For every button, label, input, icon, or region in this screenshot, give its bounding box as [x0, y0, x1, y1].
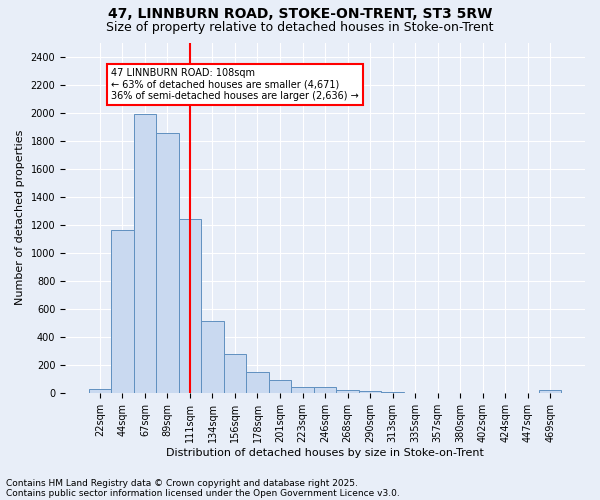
Bar: [381, 392, 404, 393]
Bar: [359, 390, 381, 393]
Bar: [246, 372, 269, 393]
Bar: [539, 390, 562, 393]
Bar: [291, 386, 314, 393]
Text: 47, LINNBURN ROAD, STOKE-ON-TRENT, ST3 5RW: 47, LINNBURN ROAD, STOKE-ON-TRENT, ST3 5…: [108, 8, 492, 22]
Bar: [314, 386, 336, 393]
Bar: [201, 320, 224, 393]
X-axis label: Distribution of detached houses by size in Stoke-on-Trent: Distribution of detached houses by size …: [166, 448, 484, 458]
Text: Contains HM Land Registry data © Crown copyright and database right 2025.: Contains HM Land Registry data © Crown c…: [6, 478, 358, 488]
Y-axis label: Number of detached properties: Number of detached properties: [15, 130, 25, 306]
Bar: [269, 380, 291, 393]
Bar: [336, 390, 359, 393]
Bar: [89, 390, 111, 393]
Bar: [156, 133, 179, 393]
Text: 47 LINNBURN ROAD: 108sqm
← 63% of detached houses are smaller (4,671)
36% of sem: 47 LINNBURN ROAD: 108sqm ← 63% of detach…: [111, 68, 359, 101]
Text: Size of property relative to detached houses in Stoke-on-Trent: Size of property relative to detached ho…: [106, 21, 494, 34]
Bar: [224, 354, 246, 393]
Bar: [179, 219, 201, 393]
Text: Contains public sector information licensed under the Open Government Licence v3: Contains public sector information licen…: [6, 488, 400, 498]
Bar: [111, 230, 134, 393]
Bar: [134, 114, 156, 393]
